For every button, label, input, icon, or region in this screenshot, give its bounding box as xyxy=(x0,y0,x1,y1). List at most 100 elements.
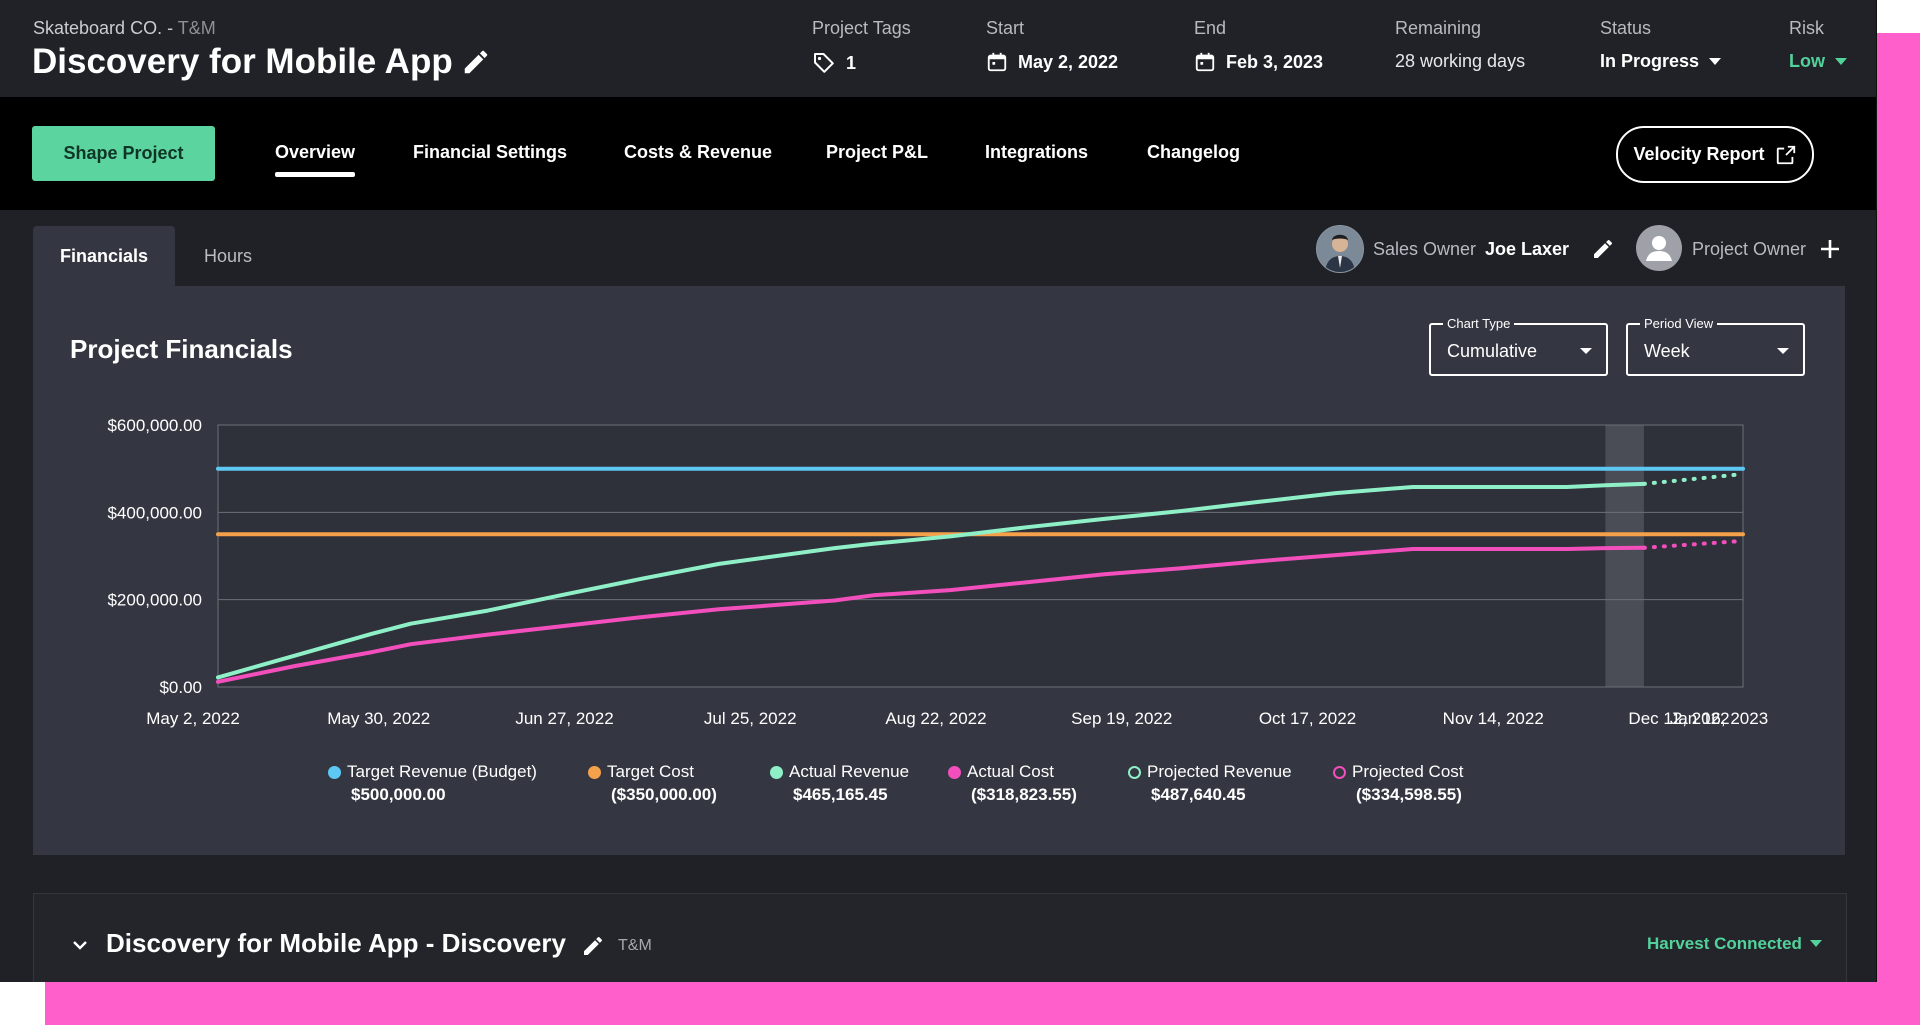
client-name: Skateboard CO. - xyxy=(33,18,178,38)
chevron-down-icon[interactable] xyxy=(72,939,88,951)
y-tick-label: $400,000.00 xyxy=(107,503,202,522)
status-value: In Progress xyxy=(1600,51,1722,72)
x-tick-label: Jun 27, 2022 xyxy=(515,709,613,728)
legend-total: ($350,000.00) xyxy=(611,785,717,804)
chart-type-value: Cumulative xyxy=(1447,341,1538,361)
x-tick-label: May 30, 2022 xyxy=(327,709,430,728)
current-week-band xyxy=(1605,425,1644,687)
app-window: Skateboard CO. - T&M Discovery for Mobil… xyxy=(0,0,1877,982)
legend-item[interactable]: Actual Cost ($318,823.55) xyxy=(948,762,1077,805)
risk-value: Low xyxy=(1789,51,1847,72)
tab-hours[interactable]: Hours xyxy=(175,226,281,287)
legend-label: Target Cost xyxy=(588,762,717,782)
legend-label: Projected Revenue xyxy=(1128,762,1292,782)
project-owner-avatar[interactable] xyxy=(1636,225,1682,271)
tab-costs-revenue[interactable]: Costs & Revenue xyxy=(624,142,773,162)
x-tick-label: May 2, 2022 xyxy=(146,709,240,728)
legend-name: Projected Revenue xyxy=(1147,762,1292,781)
legend-total: $487,640.45 xyxy=(1151,785,1246,804)
harvest-connected-dropdown[interactable]: Harvest Connected xyxy=(1647,934,1822,954)
legend-label: Projected Cost xyxy=(1333,762,1464,782)
period-view-select[interactable]: Period View Week xyxy=(1626,316,1805,376)
x-tick-label: Oct 17, 2022 xyxy=(1259,709,1356,728)
y-tick-label: $200,000.00 xyxy=(107,591,202,610)
phase-section: Discovery for Mobile App - Discovery T&M… xyxy=(33,893,1847,982)
panel-title: Project Financials xyxy=(70,334,293,364)
sales-owner-label: Sales Owner xyxy=(1373,239,1477,259)
x-tick-label: Dec 12, 2022 xyxy=(1628,709,1729,728)
x-tick-label: Nov 14, 2022 xyxy=(1443,709,1544,728)
tab-financials[interactable]: Financials xyxy=(33,226,175,286)
caret-down-icon xyxy=(1709,57,1722,65)
x-tick-label: Aug 22, 2022 xyxy=(885,709,986,728)
legend-name: Target Revenue (Budget) xyxy=(347,762,537,781)
pencil-icon[interactable] xyxy=(461,47,491,77)
tab-integrations[interactable]: Integrations xyxy=(985,142,1089,162)
period-view-label: Period View xyxy=(1640,316,1718,331)
plus-icon[interactable] xyxy=(1818,237,1842,261)
status-dropdown[interactable]: Status In Progress xyxy=(1600,18,1722,72)
series-line-actual-cost xyxy=(216,545,1646,684)
series-line-actual-revenue xyxy=(216,481,1646,680)
project-financials-panel: Project Financials Chart Type Cumulative… xyxy=(33,286,1845,855)
shape-project-button[interactable]: Shape Project xyxy=(32,126,215,181)
project-header: Skateboard CO. - T&M Discovery for Mobil… xyxy=(0,0,1876,97)
harvest-status: Harvest Connected xyxy=(1647,934,1802,953)
legend-item[interactable]: Actual Revenue $465,165.45 xyxy=(770,762,909,805)
legend-label: Actual Cost xyxy=(948,762,1077,782)
project-tags[interactable]: Project Tags 1 xyxy=(812,18,911,75)
legend-label: Target Revenue (Budget) xyxy=(328,762,537,782)
y-tick-label: $600,000.00 xyxy=(107,416,202,435)
tab-financial-settings[interactable]: Financial Settings xyxy=(413,142,568,162)
legend-label: Actual Revenue xyxy=(770,762,909,782)
end-label: End xyxy=(1194,18,1227,38)
caret-down-icon xyxy=(1809,940,1822,947)
chart-type-label: Chart Type xyxy=(1443,316,1515,331)
legend-dot-icon xyxy=(948,765,961,779)
project-title: Discovery for Mobile App xyxy=(32,42,453,81)
phase-title: Discovery for Mobile App - Discovery xyxy=(106,928,566,958)
start-label: Start xyxy=(986,18,1025,38)
legend-dot-icon xyxy=(328,765,341,779)
tab-project-pl[interactable]: Project P&L xyxy=(826,142,929,162)
phase-billing-type: T&M xyxy=(618,937,652,954)
tags-count: 1 xyxy=(846,52,857,73)
legend-name: Actual Cost xyxy=(967,762,1054,781)
legend-item[interactable]: Target Cost ($350,000.00) xyxy=(588,762,717,805)
legend-total: ($318,823.55) xyxy=(971,785,1077,804)
start-value: May 2, 2022 xyxy=(986,51,1118,73)
risk-label: Risk xyxy=(1789,18,1824,38)
start-date[interactable]: Start May 2, 2022 xyxy=(986,18,1118,73)
project-owner-label: Project Owner xyxy=(1692,239,1807,259)
sales-owner-avatar xyxy=(1316,225,1364,273)
pencil-icon[interactable] xyxy=(581,934,605,958)
risk-text: Low xyxy=(1789,51,1825,71)
legend-name: Target Cost xyxy=(607,762,694,781)
start-date-text: May 2, 2022 xyxy=(1018,51,1119,72)
end-date[interactable]: End Feb 3, 2023 xyxy=(1194,18,1323,73)
status-text: In Progress xyxy=(1600,51,1700,71)
tab-changelog[interactable]: Changelog xyxy=(1147,142,1240,162)
client-line: Skateboard CO. - T&M xyxy=(33,18,216,39)
velocity-report-button[interactable]: Velocity Report xyxy=(1616,126,1814,183)
pencil-icon[interactable] xyxy=(1591,237,1615,261)
status-label: Status xyxy=(1600,18,1652,38)
series-line-projected-revenue xyxy=(1641,472,1745,486)
x-tick-label: Jan 16, 2023 xyxy=(1670,709,1768,728)
legend-item[interactable]: Target Revenue (Budget) $500,000.00 xyxy=(328,762,537,805)
project-tags-label: Project Tags xyxy=(812,18,911,38)
legend-item[interactable]: Projected Cost ($334,598.55) xyxy=(1333,762,1464,805)
x-tick-label: Sep 19, 2022 xyxy=(1071,709,1172,728)
risk-dropdown[interactable]: Risk Low xyxy=(1789,18,1847,72)
remaining: Remaining 28 working days xyxy=(1395,18,1525,72)
plot-area xyxy=(218,425,1743,687)
series-line-projected-cost xyxy=(1641,538,1745,550)
legend-item[interactable]: Projected Revenue $487,640.45 xyxy=(1128,762,1292,805)
chart-type-select[interactable]: Chart Type Cumulative xyxy=(1429,316,1608,376)
tab-overview[interactable]: Overview xyxy=(275,142,356,177)
remaining-value: 28 working days xyxy=(1395,51,1526,71)
project-tags-value: 1 xyxy=(812,51,911,75)
legend-dot-icon xyxy=(770,765,783,779)
legend-dot-icon xyxy=(1128,765,1141,779)
end-date-text: Feb 3, 2023 xyxy=(1226,51,1324,72)
